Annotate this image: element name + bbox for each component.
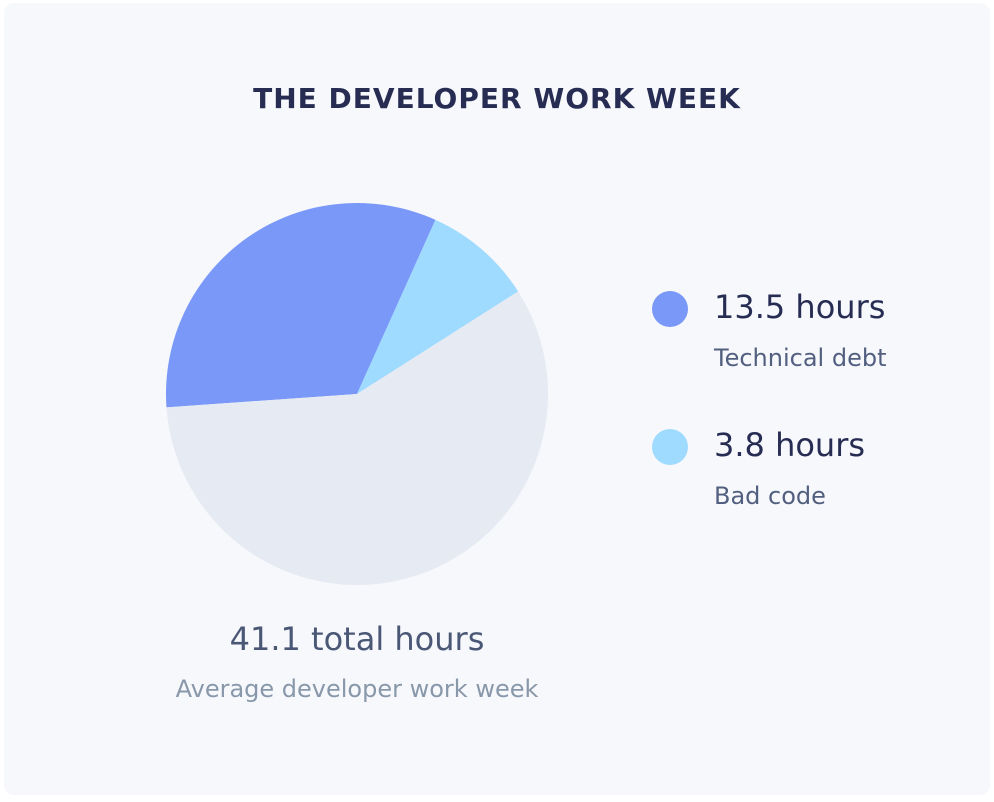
- legend-value-technical-debt: 13.5 hours: [714, 288, 886, 326]
- pie-slice-bad-code: [357, 219, 519, 394]
- total-hours: 41.1 total hours: [229, 620, 485, 658]
- legend-value-bad-code: 3.8 hours: [714, 426, 866, 464]
- chart-title: THE DEVELOPER WORK WEEK: [253, 82, 741, 115]
- pie-slice-technical-debt: [166, 203, 436, 408]
- legend-label-technical-debt: Technical debt: [714, 344, 887, 372]
- legend-dot-bad-code: [652, 429, 688, 465]
- legend-dot-technical-debt: [652, 291, 688, 327]
- pie-slice-other: [166, 291, 548, 585]
- pie-chart: [166, 203, 548, 585]
- total-caption: Average developer work week: [175, 675, 539, 703]
- legend-label-bad-code: Bad code: [714, 482, 826, 510]
